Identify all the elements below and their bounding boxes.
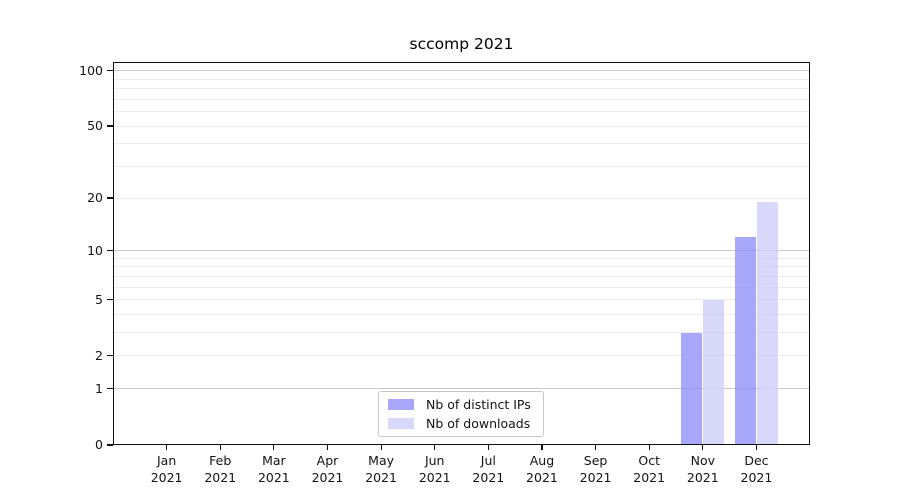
y-tick (107, 444, 113, 446)
x-tick (702, 445, 704, 450)
legend-swatch (388, 418, 414, 429)
x-tick-label: Jun 2021 (418, 453, 451, 485)
y-tick-label: 2 (95, 347, 103, 363)
x-tick-label: Sep 2021 (579, 453, 612, 485)
bar (734, 236, 756, 445)
legend: Nb of distinct IPs Nb of downloads (378, 391, 544, 437)
y-gridline-minor (113, 197, 810, 199)
y-gridline-minor (113, 266, 810, 268)
x-tick (541, 445, 543, 450)
x-tick (219, 445, 221, 450)
y-tick (107, 197, 113, 199)
x-tick-label: Apr 2021 (311, 453, 344, 485)
x-tick (648, 445, 650, 450)
y-tick-label: 1 (95, 380, 103, 396)
x-tick-label: Nov 2021 (686, 453, 719, 485)
y-gridline-minor (113, 299, 810, 301)
y-tick-label: 20 (87, 190, 103, 206)
y-tick (107, 299, 113, 301)
legend-label: Nb of downloads (426, 416, 531, 431)
y-gridline-minor (113, 286, 810, 288)
x-tick (594, 445, 597, 450)
y-gridline-minor (113, 143, 810, 145)
x-tick (273, 445, 275, 450)
y-gridline-major (113, 388, 810, 390)
legend-item: Nb of downloads (388, 416, 534, 431)
x-tick-label: Jan 2021 (150, 453, 183, 485)
y-tick (107, 249, 113, 252)
y-gridline-minor (113, 332, 810, 334)
legend-item: Nb of distinct IPs (388, 397, 534, 412)
bar (681, 332, 703, 445)
x-tick (755, 445, 758, 450)
y-gridline-minor (113, 98, 810, 100)
y-gridline-minor (113, 111, 810, 113)
legend-label: Nb of distinct IPs (426, 397, 531, 412)
y-tick-label: 50 (87, 118, 103, 134)
y-gridline-major (113, 70, 810, 72)
y-gridline-minor (113, 313, 810, 315)
y-gridline-minor (113, 275, 810, 277)
bar (703, 299, 725, 445)
x-tick (434, 445, 436, 450)
x-tick-label: Oct 2021 (633, 453, 666, 485)
x-tick-label: Jul 2021 (472, 453, 505, 485)
x-tick-label: Feb 2021 (204, 453, 237, 485)
y-gridline-minor (113, 165, 810, 167)
bar (756, 202, 778, 445)
y-tick (107, 388, 113, 390)
y-gridline-minor (113, 88, 810, 90)
chart-title: sccomp 2021 (409, 35, 514, 53)
y-tick (107, 70, 113, 72)
y-tick-label: 10 (87, 242, 103, 258)
x-tick (380, 445, 382, 450)
x-tick (166, 445, 168, 450)
y-tick-label: 100 (79, 62, 103, 78)
y-tick (107, 125, 113, 127)
x-tick-label: Dec 2021 (740, 453, 773, 485)
x-tick (487, 445, 489, 450)
y-tick-label: 5 (95, 291, 103, 307)
x-tick-label: Mar 2021 (257, 453, 290, 485)
y-gridline-minor (113, 257, 810, 259)
legend-swatch (388, 399, 414, 410)
x-tick-label: Aug 2021 (526, 453, 558, 485)
y-gridline-minor (113, 78, 810, 80)
y-tick-label: 0 (95, 437, 103, 452)
plot-area: 0 1 2 5 10 20 50 100 Jan 2021 Feb 2021 Mar 2021 Apr… (79, 62, 810, 485)
y-gridline-minor (113, 125, 810, 127)
y-gridline-minor (113, 355, 810, 357)
y-gridline-major (113, 249, 810, 252)
y-tick (107, 355, 113, 357)
x-tick (326, 445, 329, 450)
x-tick-label: May 2021 (365, 453, 397, 485)
